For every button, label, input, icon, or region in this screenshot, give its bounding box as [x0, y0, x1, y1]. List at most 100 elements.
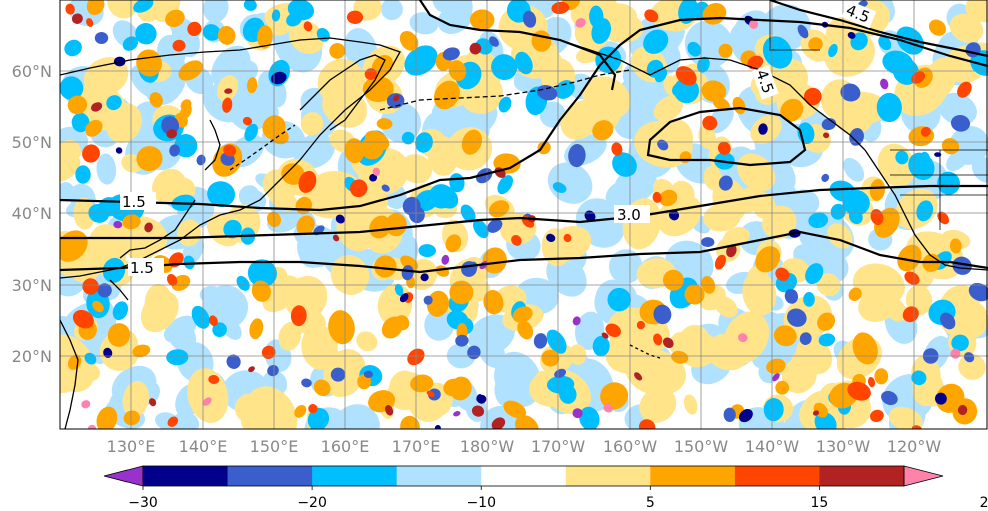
anomaly-cell: [224, 88, 233, 94]
anomaly-cell: [684, 284, 705, 305]
anomaly-cell: [780, 98, 804, 122]
anomaly-cell: [738, 409, 753, 423]
anomaly-cell: [957, 404, 968, 416]
colorbar-tick-label: −30: [128, 495, 158, 511]
coastline-kamchatka: [299, 54, 386, 131]
lon-tick-label: 170°E: [392, 437, 441, 456]
lon-tick-label: 120°W: [887, 437, 942, 456]
anomaly-cell: [144, 222, 153, 233]
anomaly-cell: [472, 219, 489, 239]
anomaly-cell: [600, 382, 629, 410]
anomaly-cell: [71, 112, 90, 133]
anomaly-cell: [843, 157, 865, 182]
anomaly-cell: [758, 123, 768, 135]
anomaly-cell: [706, 333, 749, 371]
anomaly-cell: [714, 254, 726, 270]
anomaly-cell: [208, 315, 218, 327]
anomaly-cell: [65, 3, 75, 15]
anomaly-cell: [73, 197, 96, 230]
anomaly-cell: [67, 95, 88, 115]
colorbar-tick-label: −10: [466, 495, 496, 511]
anomaly-cell: [755, 246, 781, 273]
anomaly-cell: [752, 192, 776, 219]
anomaly-cell: [895, 150, 909, 165]
anomaly-cell: [401, 131, 415, 145]
anomaly-cell: [105, 102, 142, 143]
anomaly-cell: [775, 267, 790, 282]
anomaly-cell: [477, 331, 505, 369]
anomaly-cell: [216, 75, 239, 102]
lon-tick-label: 140°W: [745, 437, 800, 456]
anomaly-cell: [385, 404, 394, 416]
anomaly-cell: [950, 114, 971, 132]
anomaly-cell: [72, 309, 94, 329]
anomaly-cell: [971, 156, 988, 183]
anomaly-cell: [290, 305, 307, 327]
anomaly-cell: [881, 390, 898, 406]
anomaly-cell: [85, 119, 103, 137]
anomaly-cell: [172, 39, 186, 52]
anomaly-cell: [389, 370, 418, 402]
anomaly-cell: [897, 244, 922, 272]
anomaly-cell: [166, 273, 178, 287]
anomaly-cell: [940, 312, 956, 330]
anomaly-cell: [718, 43, 733, 58]
anomaly-cell: [86, 18, 94, 27]
anomaly-cell: [783, 295, 832, 341]
anomaly-cell: [166, 349, 189, 366]
anomaly-cell: [269, 188, 298, 211]
anomaly-cell: [934, 152, 942, 157]
anomaly-cell: [223, 219, 242, 239]
anomaly-cell: [364, 130, 390, 151]
anomaly-cell: [918, 151, 931, 171]
anomaly-cell: [572, 408, 583, 419]
anomaly-cell: [82, 278, 99, 295]
anomaly-cell: [113, 220, 123, 229]
anomaly-cell: [414, 190, 439, 212]
anomaly-cell: [60, 154, 81, 183]
anomaly-cell: [808, 212, 829, 229]
anomaly-cell: [202, 24, 221, 41]
anomaly-cell: [448, 60, 467, 81]
anomaly-cell: [332, 234, 340, 242]
anomaly-cell: [608, 249, 643, 284]
anomaly-cell: [107, 0, 139, 19]
anomaly-cell: [678, 0, 698, 24]
anomaly-cell: [336, 205, 376, 252]
anomaly-cell: [426, 290, 449, 317]
anomaly-cell: [115, 147, 123, 154]
anomaly-cell: [949, 13, 984, 43]
anomaly-cell: [415, 132, 433, 153]
anomaly-cell: [380, 0, 403, 21]
anomaly-cell: [817, 312, 836, 331]
anomaly-cell: [489, 36, 499, 47]
anomaly-cell: [246, 77, 258, 94]
anomaly-cell: [136, 146, 163, 172]
anomaly-cell: [423, 295, 433, 305]
anomaly-cell: [374, 255, 397, 278]
anomaly-cell: [876, 92, 902, 123]
anomaly-cell: [92, 300, 104, 313]
anomaly-cell: [636, 320, 646, 330]
anomaly-cell: [823, 132, 830, 139]
anomaly-cell: [644, 9, 659, 23]
anomaly-cell: [349, 179, 368, 198]
anomaly-cell: [575, 18, 586, 28]
anomaly-cell: [533, 333, 548, 349]
anomaly-cell: [503, 400, 527, 419]
contour-label-bg-1: [120, 192, 156, 210]
anomaly-cell: [911, 71, 925, 84]
height-contours: [60, 0, 988, 274]
contour-4.5-north: [769, 0, 988, 58]
anomaly-cell: [346, 10, 364, 25]
anomaly-cell: [643, 29, 669, 54]
anomaly-cell: [717, 141, 731, 155]
anomaly-cell: [662, 269, 684, 291]
anomaly-cell: [830, 203, 846, 220]
anomaly-cell: [554, 80, 575, 99]
anomaly-cell: [546, 375, 575, 394]
anomaly-cell: [718, 175, 733, 191]
anomaly-cell: [307, 407, 330, 429]
anomaly-cell: [572, 316, 581, 326]
lat-tick-label: 20°N: [12, 347, 52, 366]
